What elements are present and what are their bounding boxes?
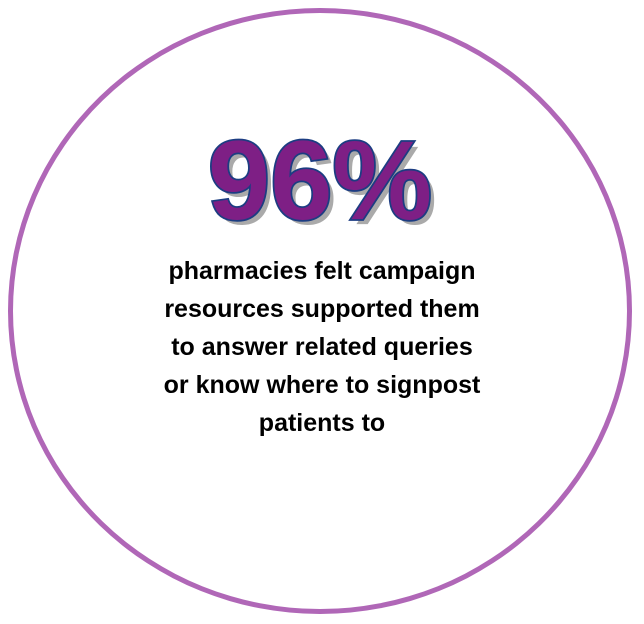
caption-line-2: resources supported them xyxy=(164,295,480,323)
caption-line-5: patients to xyxy=(258,409,386,437)
stat-value-shadow: 96% xyxy=(213,123,437,248)
caption-line-3: to answer related queries xyxy=(171,333,473,361)
caption-line-1: pharmacies felt campaign xyxy=(168,257,476,285)
stat-figure: 96% 96% xyxy=(206,116,437,248)
stat-value: 96% xyxy=(208,118,432,243)
caption-line-4: or know where to signpost xyxy=(163,371,481,399)
circle-frame xyxy=(8,8,632,614)
stat-caption: pharmacies felt campaign resources suppo… xyxy=(100,252,544,442)
